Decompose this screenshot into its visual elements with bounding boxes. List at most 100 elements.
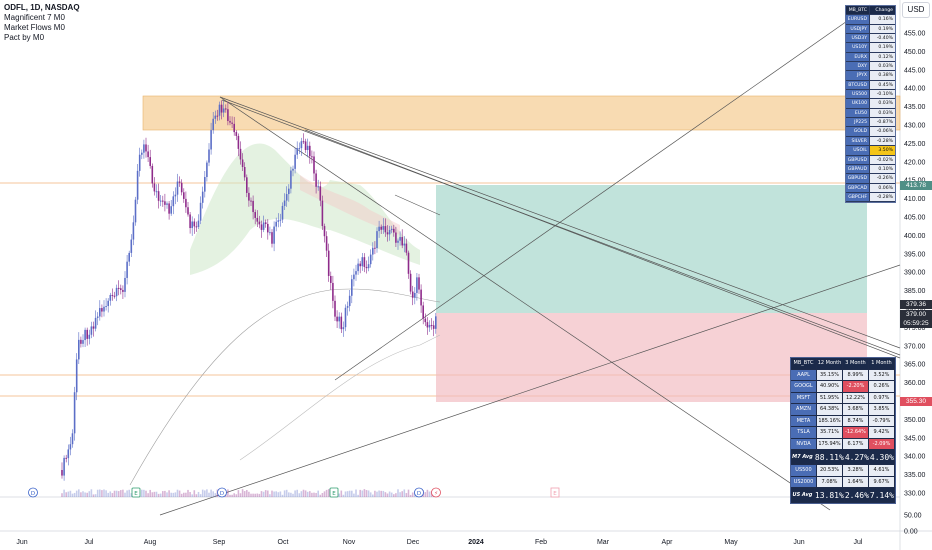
volume-bar: [372, 494, 374, 497]
volume-bar: [340, 490, 343, 497]
trend-line[interactable]: [159, 264, 901, 516]
volume-bar: [344, 491, 347, 497]
currency-button[interactable]: USD: [902, 2, 930, 18]
stop-price-label: 355.30: [900, 397, 932, 406]
change-table-row: GBPUSD -0.26%: [846, 174, 895, 184]
time-tick-label: Jul: [854, 539, 863, 546]
trend-line[interactable]: [219, 96, 831, 511]
candle-body: [340, 316, 343, 330]
trend-line[interactable]: [394, 194, 441, 216]
trend-line[interactable]: [334, 4, 871, 381]
trend-line[interactable]: [304, 129, 901, 359]
last-price-label-a: 379.36: [900, 300, 932, 309]
symbol-title[interactable]: ODFL, 1D, NASDAQ: [4, 3, 80, 12]
event-marker[interactable]: E: [329, 487, 339, 498]
indicator-market-flows[interactable]: Market Flows M0: [4, 23, 65, 32]
candle-body: [380, 226, 382, 230]
volume-bar: [407, 489, 410, 497]
volume-bar: [390, 492, 393, 497]
candlestick-series[interactable]: [61, 100, 437, 481]
candle-body: [390, 228, 393, 231]
volume-bar: [157, 493, 160, 497]
trend-line[interactable]: [221, 99, 901, 356]
candle-body: [409, 273, 412, 292]
svg-text:D: D: [220, 491, 224, 497]
price-axis[interactable]: 455.00 450.00 445.00 440.00 435.00 430.00 425.…: [904, 31, 926, 536]
candle-body: [65, 457, 67, 459]
change-table-symbol: GBPCAD: [846, 183, 870, 193]
price-tick-label: 365.00: [904, 362, 926, 369]
volume-bar: [246, 490, 248, 497]
volume-bar: [277, 492, 280, 497]
candle-body: [69, 444, 72, 450]
volume-bar: [298, 493, 301, 497]
candle-body: [172, 196, 175, 207]
volume-bar: [365, 490, 368, 497]
candle-body: [128, 252, 130, 262]
volume-bar: [327, 489, 330, 497]
change-table-value: 0.03%: [870, 62, 895, 72]
volume-bar: [315, 492, 317, 497]
change-table-symbol: JP225: [846, 118, 870, 128]
candle-body: [92, 326, 95, 329]
volume-bar: [323, 491, 326, 497]
volume-bar: [258, 493, 261, 497]
candle-body: [403, 243, 406, 246]
event-marker[interactable]: ⚡: [431, 487, 441, 498]
performance-table-row: MSFT 51.95% 12.22% 0.97%: [791, 392, 895, 404]
change-table-symbol: JPYX: [846, 71, 870, 81]
resistance-zone[interactable]: [142, 95, 901, 131]
candle-body: [298, 148, 301, 150]
event-marker[interactable]: D: [28, 487, 38, 498]
event-marker[interactable]: D: [414, 487, 424, 498]
event-marker[interactable]: E: [550, 487, 560, 498]
candle-body: [189, 214, 191, 229]
performance-table-symbol: NVDA: [791, 438, 817, 450]
time-axis[interactable]: Jun Jul Aug Sep Oct Nov Dec 2024 Feb Mar Apr May Jun…: [16, 539, 863, 546]
change-table-value: 0.06%: [870, 183, 895, 193]
performance-table-value: 3.85%: [869, 404, 895, 416]
volume-bar: [147, 493, 149, 497]
candle-body: [239, 148, 242, 160]
volume-bar: [306, 491, 309, 497]
volume-bar: [378, 490, 380, 497]
change-table-row: GBPCHF -0.28%: [846, 192, 895, 203]
price-tick-label: 400.00: [904, 233, 926, 240]
indicator-magnificent7[interactable]: Magnificent 7 M0: [4, 13, 65, 22]
performance-table-symbol: US500: [791, 465, 817, 477]
volume-bar: [235, 494, 238, 497]
performance-table-value: 3 Month: [843, 358, 869, 370]
candle-body: [416, 277, 418, 293]
change-table-symbol: MB_BTC: [846, 6, 870, 16]
volume-bar: [86, 492, 88, 497]
candle-body: [136, 170, 139, 200]
change-table-value: 0.45%: [870, 80, 895, 91]
event-marker[interactable]: E: [131, 487, 141, 498]
candle-body: [264, 222, 267, 224]
volume-bar: [189, 492, 191, 497]
change-table-row: GBPAUD 0.10%: [846, 164, 895, 175]
volume-bar: [195, 494, 198, 497]
candle-body: [288, 188, 290, 195]
candle-body: [397, 240, 399, 243]
candle-body: [90, 326, 93, 335]
candle-body: [132, 222, 135, 240]
change-table-symbol: USOIL: [846, 146, 870, 156]
volume-bar: [411, 492, 414, 497]
event-markers[interactable]: D E D E D ⚡ E: [28, 487, 560, 498]
indicator-pact[interactable]: Pact by M0: [4, 33, 45, 42]
performance-table-value: -0.79%: [869, 415, 895, 427]
performance-table-value: 9.42%: [869, 427, 895, 439]
event-marker[interactable]: D: [217, 487, 227, 498]
price-tick-label: 385.00: [904, 288, 926, 295]
candle-body: [315, 173, 317, 187]
volume-bar: [128, 489, 130, 497]
performance-table-symbol: US2000: [791, 476, 817, 488]
volume-bar: [363, 489, 366, 497]
change-table-symbol: GBPCHF: [846, 192, 870, 203]
change-table-row: US500 -0.10%: [846, 90, 895, 100]
long-position-profit-zone[interactable]: [436, 185, 867, 313]
